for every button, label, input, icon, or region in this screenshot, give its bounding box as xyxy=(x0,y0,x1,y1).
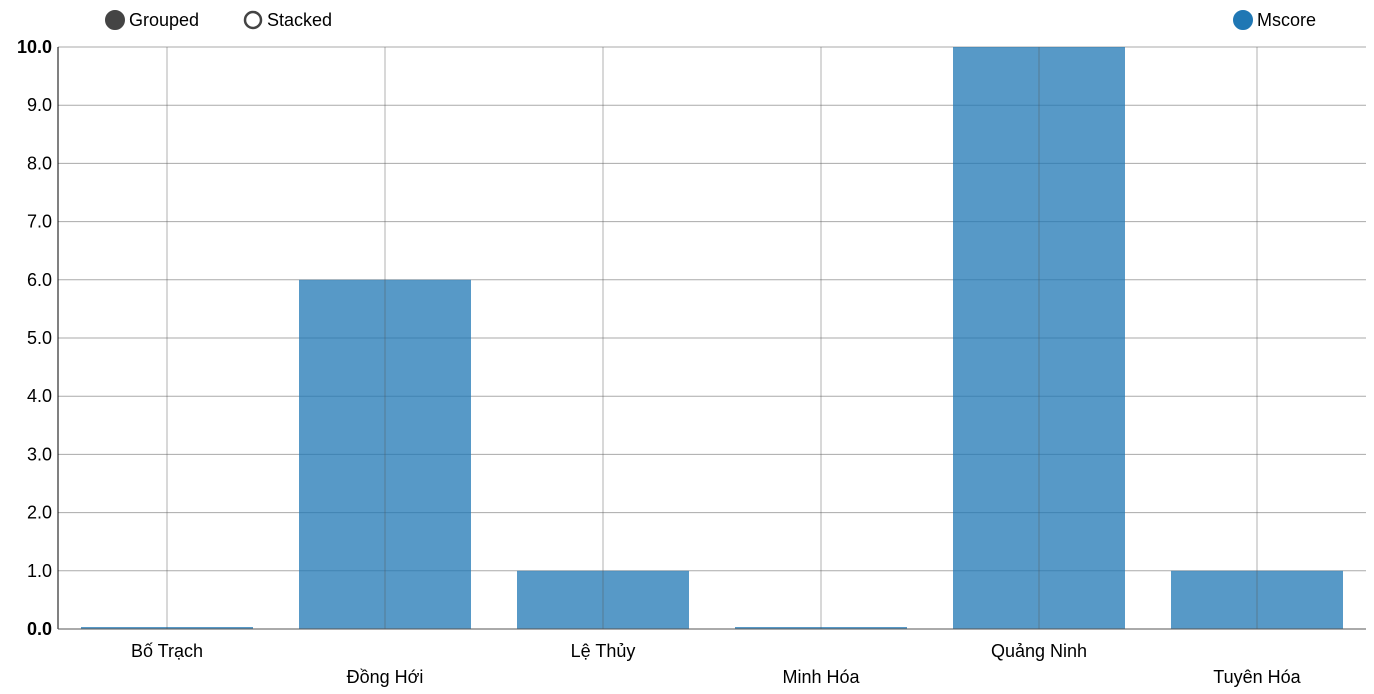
vertical-grid xyxy=(166,47,1258,629)
x-tick-label: Quảng Ninh xyxy=(991,641,1087,661)
bar[interactable] xyxy=(517,570,689,629)
grouped-radio-icon xyxy=(105,10,125,30)
axes xyxy=(57,47,1366,630)
bar[interactable] xyxy=(299,279,471,629)
x-tick-label: Bố Trạch xyxy=(131,641,203,661)
stacked-toggle[interactable]: Stacked xyxy=(243,10,332,30)
legend-item-mscore[interactable]: Mscore xyxy=(1233,10,1316,30)
stacked-radio-icon xyxy=(243,10,263,30)
y-tick-label: 3.0 xyxy=(27,444,52,464)
y-tick-label: 2.0 xyxy=(27,503,52,523)
x-tick-label: Tuyên Hóa xyxy=(1213,667,1301,687)
y-tick-label: 9.0 xyxy=(27,95,52,115)
y-tick-label: 7.0 xyxy=(27,212,52,232)
grouped-toggle[interactable]: Grouped xyxy=(105,10,199,30)
legend-swatch-icon xyxy=(1233,10,1253,30)
bar[interactable] xyxy=(735,627,907,629)
labels: 0.0 1.0 2.0 3.0 4.0 5.0 6.0 7.0 8.0 9.0 10.0 Bố Trạ… xyxy=(17,37,1302,687)
y-tick-label: 5.0 xyxy=(27,328,52,348)
stacked-label: Stacked xyxy=(267,10,332,30)
bars xyxy=(81,47,1343,629)
grouped-label: Grouped xyxy=(129,10,199,30)
y-tick-label: 10.0 xyxy=(17,37,52,57)
y-tick-label: 1.0 xyxy=(27,561,52,581)
y-tick-label: 8.0 xyxy=(27,153,52,173)
y-tick-label: 4.0 xyxy=(27,386,52,406)
y-tick-label: 0.0 xyxy=(27,619,52,639)
bar[interactable] xyxy=(81,627,253,629)
grid xyxy=(58,46,1366,630)
x-tick-label: Đồng Hới xyxy=(347,667,424,687)
bar[interactable] xyxy=(953,47,1125,629)
y-tick-label: 6.0 xyxy=(27,270,52,290)
x-tick-label: Lệ Thủy xyxy=(571,641,636,661)
legend-label: Mscore xyxy=(1257,10,1316,30)
x-tick-label: Minh Hóa xyxy=(782,667,860,687)
bar[interactable] xyxy=(1171,570,1343,629)
